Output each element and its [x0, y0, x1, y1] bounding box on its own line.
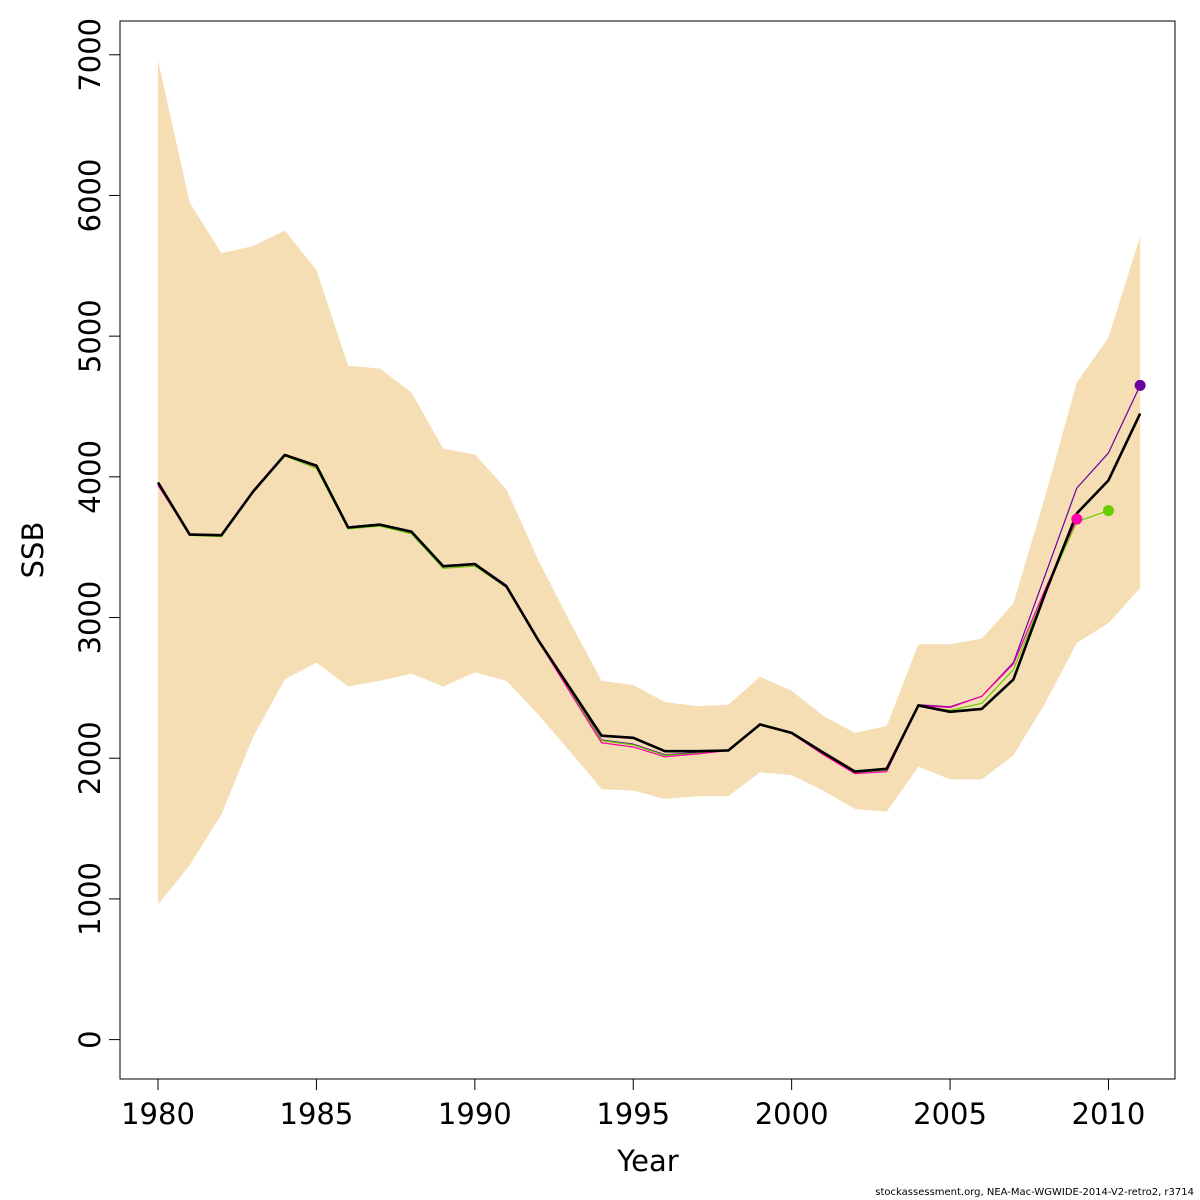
x-tick-label: 2005 [913, 1097, 987, 1131]
y-tick-label: 2000 [73, 721, 107, 795]
y-tick-label: 7000 [73, 18, 107, 92]
y-tick-label: 4000 [73, 440, 107, 514]
confidence-band-layer [158, 60, 1141, 905]
series-endpoint-1 [1134, 379, 1146, 391]
x-axis-title: Year [616, 1144, 678, 1178]
y-axis: 0 1000 2000 3000 4000 5000 6000 7000 [73, 18, 121, 1049]
y-tick-label: 3000 [73, 581, 107, 655]
y-axis-title: SSB [16, 522, 50, 579]
y-tick-label: 5000 [73, 299, 107, 373]
y-tick-label: 0 [73, 1030, 107, 1048]
series-layer [156, 379, 1146, 775]
series-endpoint-2 [1102, 505, 1114, 517]
x-tick-label: 2010 [1072, 1097, 1146, 1131]
confidence-band [158, 60, 1141, 905]
x-tick-label: 1990 [438, 1097, 512, 1131]
x-tick-label: 1995 [596, 1097, 670, 1131]
x-tick-label: 1985 [280, 1097, 354, 1131]
x-tick-label: 2000 [755, 1097, 829, 1131]
series-endpoint-3 [1071, 513, 1083, 525]
y-tick-label: 6000 [73, 159, 107, 233]
x-tick-label: 1980 [121, 1097, 195, 1131]
x-axis: 1980 1985 1990 1995 2000 2005 2010 [121, 1078, 1146, 1131]
y-tick-label: 1000 [73, 862, 107, 936]
footer-credit: stockassessment.org, NEA-Mac-WGWIDE-2014… [875, 1187, 1194, 1198]
series-line-0 [156, 412, 1142, 773]
